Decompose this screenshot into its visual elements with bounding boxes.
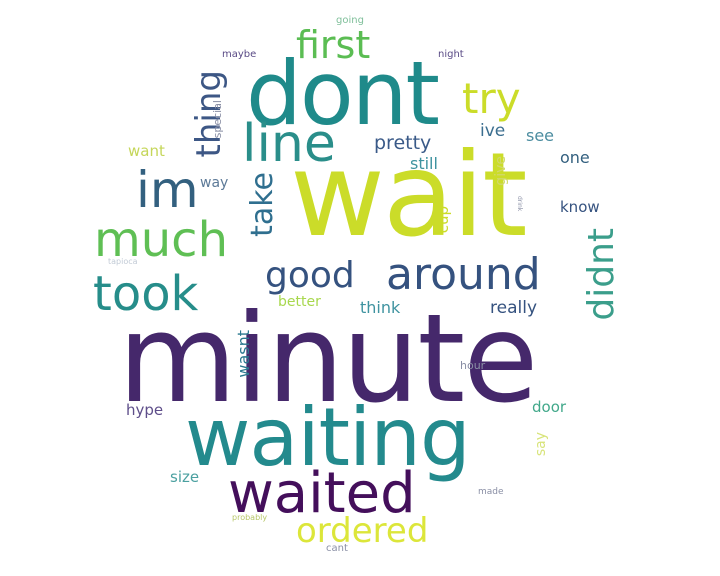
word-going: going	[336, 15, 364, 26]
word-made: made	[478, 487, 504, 497]
word-first: first	[296, 23, 371, 67]
word-give: give	[493, 156, 509, 186]
word-way: way	[200, 175, 229, 191]
word-door: door	[532, 398, 567, 416]
word-hype: hype	[126, 401, 164, 419]
word-think: think	[360, 298, 401, 317]
word-night: night	[438, 49, 464, 60]
word-waiting: waiting	[185, 391, 471, 484]
word-try: try	[462, 74, 521, 123]
word-really: really	[490, 298, 537, 318]
word-size: size	[170, 468, 200, 486]
word-im: im	[136, 161, 199, 219]
word-pretty: pretty	[374, 132, 432, 154]
word-cup: cup	[434, 206, 452, 234]
word-better: better	[278, 294, 321, 310]
word-probably: probably	[232, 513, 268, 522]
word-say: say	[533, 432, 549, 457]
word-much: much	[94, 212, 228, 268]
word-special: special	[211, 100, 224, 139]
word-drink: drink	[516, 196, 523, 212]
word-one: one	[560, 148, 590, 167]
word-waited: waited	[228, 461, 416, 526]
word-take: take	[245, 172, 280, 237]
word-cant: cant	[326, 543, 348, 554]
word-maybe: maybe	[222, 49, 257, 60]
word-good: good	[265, 255, 355, 296]
word-wait: wait	[290, 128, 528, 263]
word-want: want	[128, 142, 165, 160]
word-know: know	[560, 198, 600, 216]
word-hour: hour	[460, 359, 486, 372]
word-tapioca: tapioca	[108, 257, 138, 266]
word-wasnt: wasnt	[234, 330, 253, 378]
word-ive: ive	[480, 121, 506, 141]
word-minute: minute	[118, 288, 538, 430]
word-dont: dont	[246, 42, 440, 145]
word-around: around	[386, 249, 541, 300]
word-see: see	[526, 126, 555, 145]
word-took: took	[93, 266, 199, 322]
word-ordered: ordered	[296, 511, 429, 551]
word-didnt: didnt	[581, 228, 622, 321]
word-line: line	[242, 114, 336, 174]
word-still: still	[410, 154, 438, 173]
